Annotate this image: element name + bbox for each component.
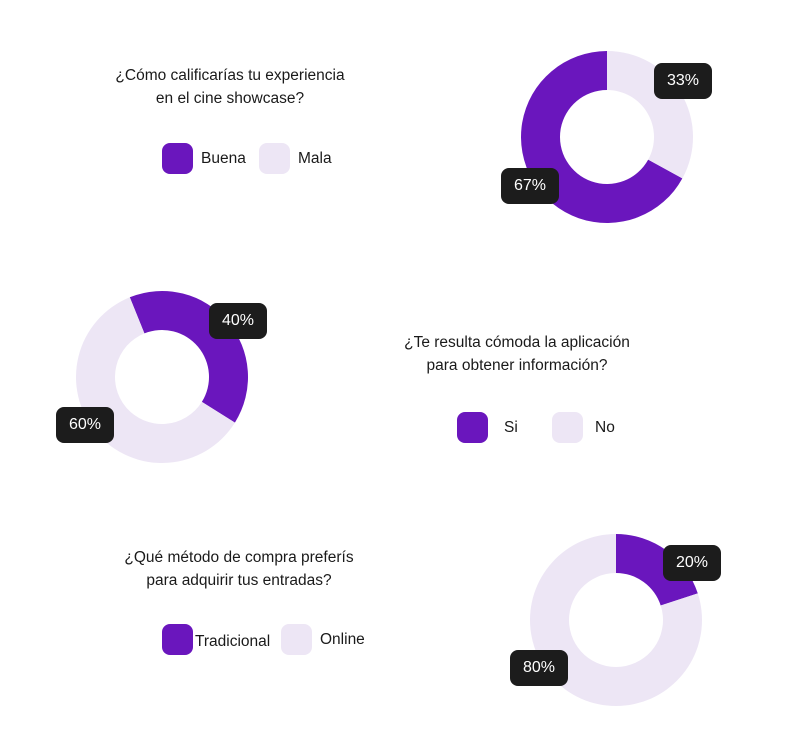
legend-swatch-primary: [162, 624, 193, 655]
chart-2-badge-1: 40%: [209, 303, 267, 339]
chart-3-legend-label-1: Tradicional: [195, 632, 271, 650]
legend-swatch-secondary: [281, 624, 312, 655]
chart-2-question: ¿Te resulta cómoda la aplicación para ob…: [396, 331, 638, 377]
legend-swatch-primary: [162, 143, 193, 174]
chart-2-question-line-2: para obtener información?: [426, 357, 608, 374]
chart-2-question-line-1: ¿Te resulta cómoda la aplicación: [404, 334, 630, 351]
chart-1-legend-mala: Mala: [259, 143, 332, 174]
chart-3-question-line-1: ¿Qué método de compra preferís: [124, 549, 354, 566]
slice-tradicional: [616, 534, 698, 606]
legend-swatch-secondary: [552, 412, 583, 443]
chart-1-legend-label-2: Mala: [298, 149, 332, 167]
slice-no: [75, 297, 235, 463]
chart-1-question-line-1: ¿Cómo calificarías tu experiencia: [115, 67, 345, 84]
slice-online: [529, 534, 702, 706]
chart-3-question-line-2: para adquirir tus entradas?: [146, 572, 332, 589]
chart-2-legend-label-2: No: [595, 418, 615, 436]
chart-2-legend-no: No: [552, 412, 615, 443]
legend-swatch-secondary: [259, 143, 290, 174]
chart-2-legend-label-1: Si: [504, 418, 518, 436]
legend-swatch-primary: [457, 412, 488, 443]
chart-1-badge-1: 67%: [501, 168, 559, 204]
chart-1-legend-label-1: Buena: [201, 149, 246, 167]
chart-3-legend-label-2: Online: [320, 630, 365, 648]
slice-buena: [520, 51, 683, 224]
chart-3-legend-tradicional: Tradicional: [162, 624, 270, 655]
chart-2-legend-si: Si: [457, 412, 518, 443]
chart-3-badge-2: 80%: [510, 650, 568, 686]
chart-1-question-line-2: en el cine showcase?: [155, 90, 305, 107]
chart-3-legend-online: Online: [281, 624, 365, 655]
chart-1-badge-2: 33%: [654, 63, 712, 99]
chart-3-question: ¿Qué método de compra preferís para adqu…: [121, 546, 357, 592]
chart-1-question: ¿Cómo calificarías tu experiencia en el …: [112, 64, 348, 110]
chart-1-legend-buena: Buena: [162, 143, 246, 174]
chart-2-badge-2: 60%: [56, 407, 114, 443]
chart-3-badge-1: 20%: [663, 545, 721, 581]
